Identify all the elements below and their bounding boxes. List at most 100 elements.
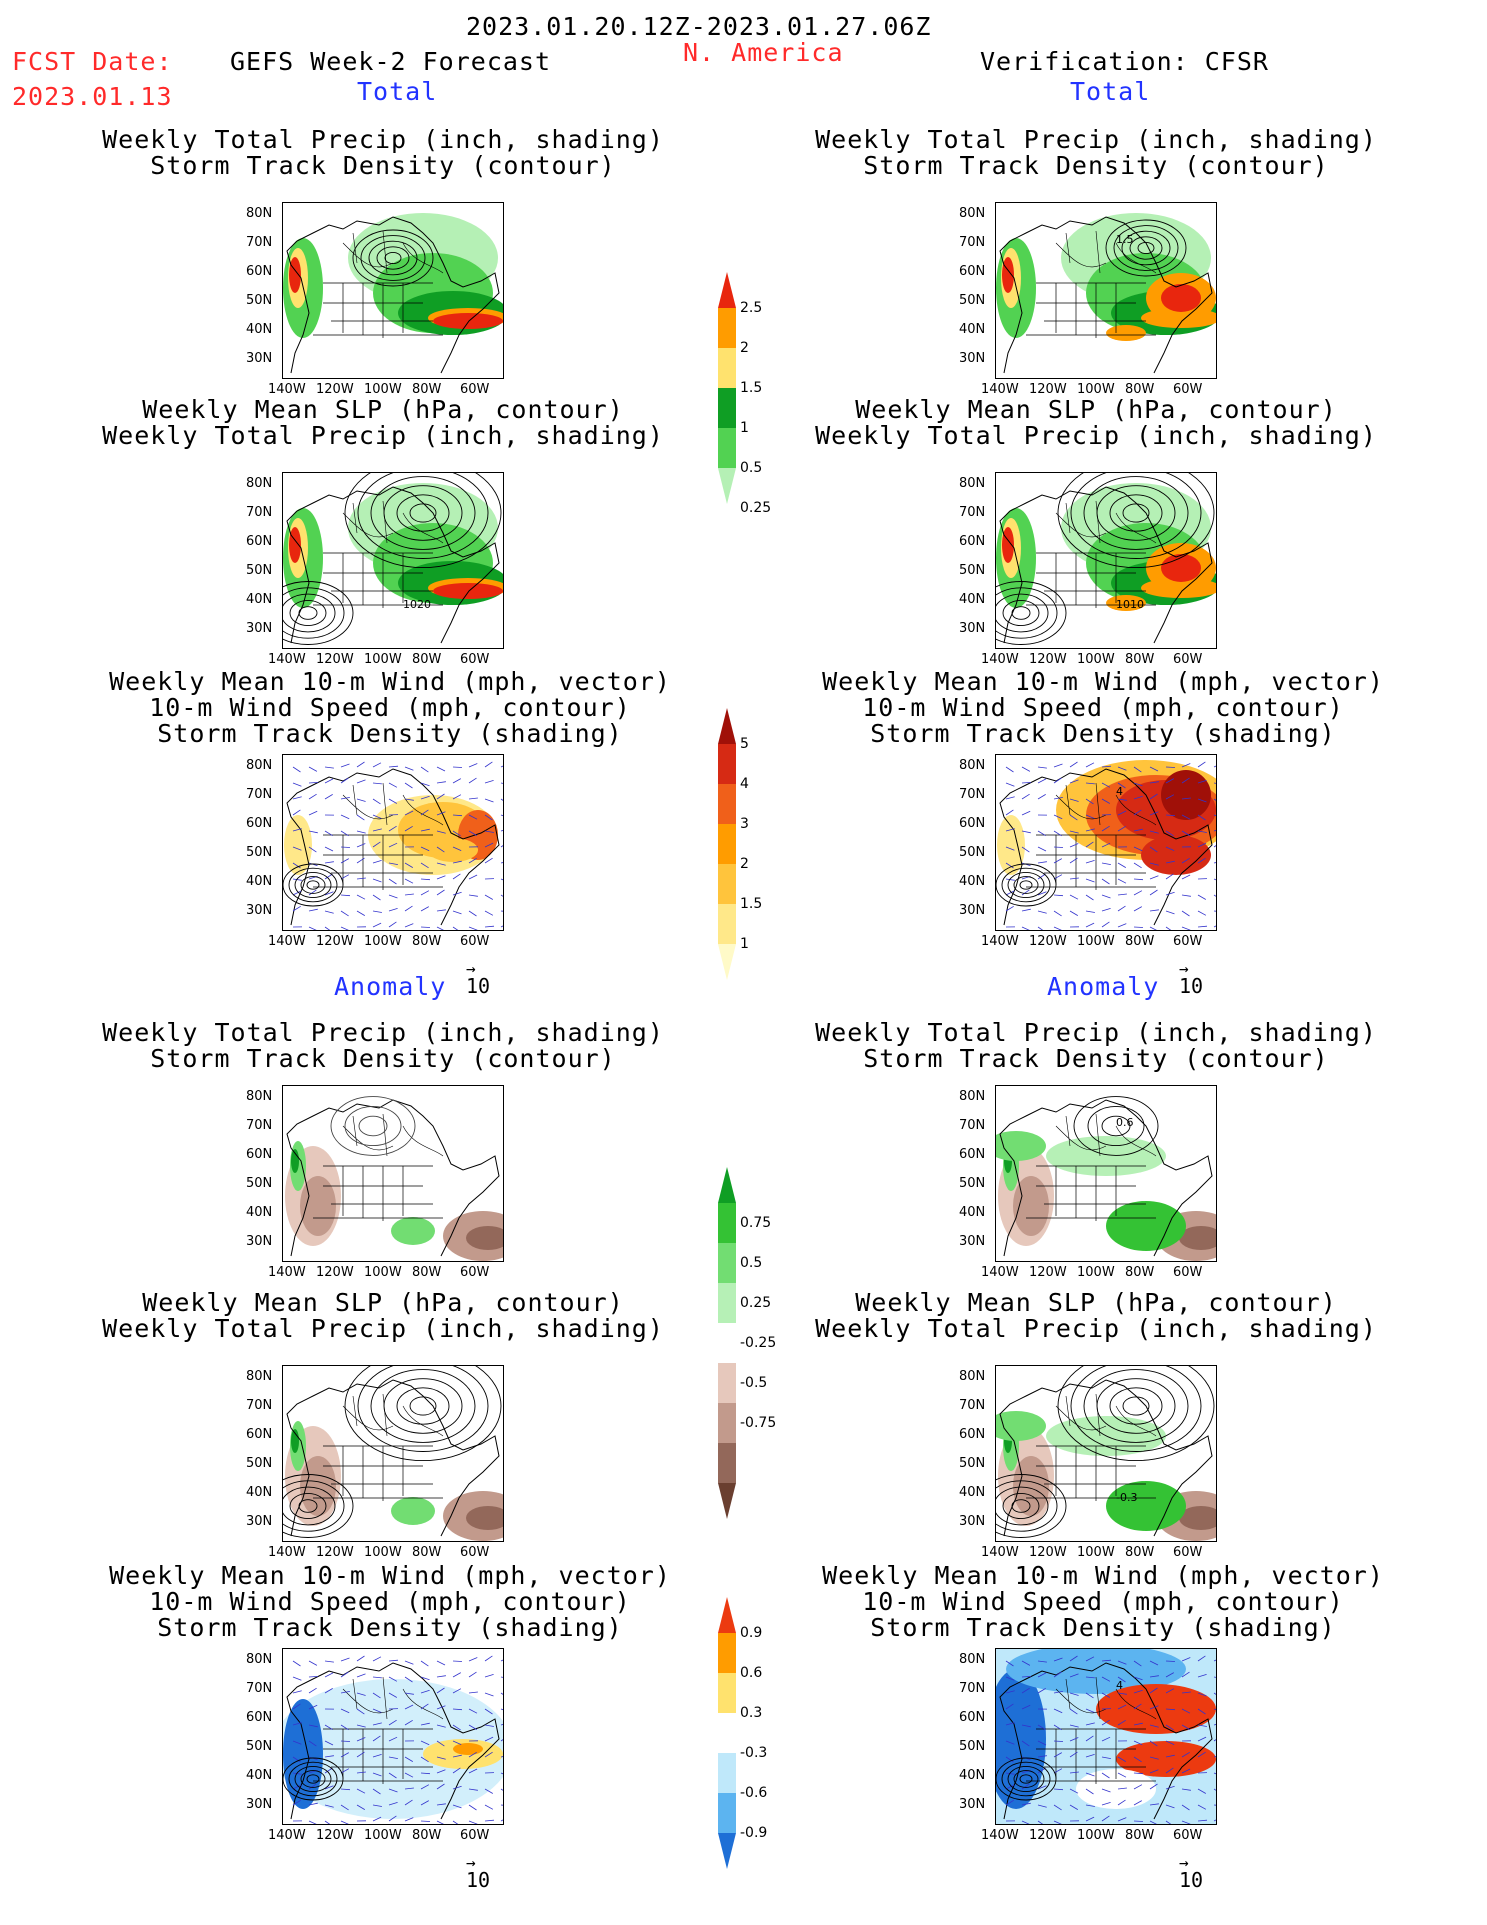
colorbar-anom-storm-segment (718, 1753, 736, 1793)
fc-total-slp-lat-tick: 80N (246, 476, 273, 491)
obs-anom-precip-lat-tick: 40N (959, 1205, 986, 1220)
fc-total-slp-title-line: Weekly Total Precip (inch, shading) (102, 421, 664, 450)
obs-total-precip-title: Weekly Total Precip (inch, shading) Storm… (815, 127, 1377, 179)
colorbar-anom-storm-bottom-cap (718, 1833, 736, 1869)
fc-anom-wind-title-line: Weekly Mean 10-m Wind (mph, vector) (109, 1561, 671, 1590)
obs-anom-wind-lon-tick: 120W (1029, 1828, 1067, 1843)
obs-total-precip-lon-tick: 80W (1125, 382, 1155, 397)
fc-total-precip-lon-tick: 80W (412, 382, 442, 397)
obs-total-precip-title-line: Weekly Total Precip (inch, shading) (815, 125, 1377, 154)
obs-total-wind-lat-tick: 80N (959, 758, 986, 773)
colorbar-total-storm-label: 4 (740, 776, 749, 792)
obs-total-slp-title-line: Weekly Mean SLP (hPa, contour) (855, 395, 1337, 424)
obs-anom-wind-lon-tick: 140W (981, 1828, 1019, 1843)
fc-total-wind-vector-reference-label: 10 (466, 974, 491, 998)
obs-anom-wind-vector-reference-label: 10 (1179, 1868, 1204, 1892)
obs-total-slp-title: Weekly Mean SLP (hPa, contour) Weekly Tot… (815, 397, 1377, 449)
svg-text:4: 4 (1116, 1679, 1123, 1692)
fc-anom-slp-lat-tick: 40N (246, 1485, 273, 1500)
fc-anom-wind-vector-reference: → 10 (466, 1853, 491, 1893)
fc-anom-wind-lon-tick: 80W (412, 1828, 442, 1843)
fc-anom-wind-lat-tick: 30N (246, 1797, 273, 1812)
colorbar-total-storm-segment (718, 824, 736, 864)
colorbar-total-storm-segment (718, 744, 736, 784)
obs-total-slp-lat-tick: 70N (959, 505, 986, 520)
fc-total-precip-lon-tick: 60W (460, 382, 490, 397)
fc-total-wind-vector-reference: → 10 (466, 959, 491, 999)
obs-total-wind-lat-tick: 60N (959, 816, 986, 831)
colorbar-anom-precip-segment (718, 1283, 736, 1323)
fc-anom-wind-vector-reference-label: 10 (466, 1868, 491, 1892)
colorbar-anom-storm-label: 0.3 (740, 1705, 763, 1721)
fcst-date: 2023.01.13 (12, 82, 173, 111)
obs-anom-precip-lon-tick: 80W (1125, 1265, 1155, 1280)
obs-total-precip-title-line: Storm Track Density (contour) (863, 151, 1329, 180)
fc-total-wind-lat-tick: 50N (246, 845, 273, 860)
obs-total-precip-lon-tick: 140W (981, 382, 1019, 397)
fc-anom-precip-lat-tick: 80N (246, 1089, 273, 1104)
fc-total-slp-title: Weekly Mean SLP (hPa, contour) Weekly Tot… (102, 397, 664, 449)
fc-anom-slp-lon-tick: 100W (364, 1545, 402, 1560)
obs-anom-precip-lon-tick: 60W (1173, 1265, 1203, 1280)
fc-total-precip-lat-tick: 30N (246, 351, 273, 366)
fc-anom-slp-lat-tick: 50N (246, 1456, 273, 1471)
fc-anom-wind-lat-tick: 40N (246, 1768, 273, 1783)
colorbar-total-storm-label: 1.5 (740, 896, 763, 912)
fc-total-wind-lon-tick: 60W (460, 934, 490, 949)
fc-total-wind-lon-tick: 100W (364, 934, 402, 949)
colorbar-total-precip-label: 1.5 (740, 380, 763, 396)
colorbar-anom-storm-segment (718, 1793, 736, 1833)
fc-total-precip-lat-tick: 70N (246, 235, 273, 250)
colorbar-total-storm (718, 708, 736, 980)
obs-total-precip-lat-tick: 80N (959, 206, 986, 221)
fc-total-slp-lat-tick: 40N (246, 592, 273, 607)
fc-anom-precip-title-line: Storm Track Density (contour) (150, 1044, 616, 1073)
fc-total-wind-lat-tick: 70N (246, 787, 273, 802)
obs-anom-wind-lat-tick: 70N (959, 1681, 986, 1696)
obs-anom-slp-lon-tick: 60W (1173, 1545, 1203, 1560)
fc-anom-wind-lon-tick: 140W (268, 1828, 306, 1843)
colorbar-anom-precip-segment (718, 1403, 736, 1443)
obs-total-wind-title-line: Weekly Mean 10-m Wind (mph, vector) (822, 667, 1384, 696)
fc-total-slp-lat-tick: 60N (246, 534, 273, 549)
fcst-label: FCST Date: (12, 47, 173, 76)
fc-total-wind-lon-tick: 80W (412, 934, 442, 949)
obs-total-precip-lat-tick: 50N (959, 293, 986, 308)
fc-total-wind-lon-tick: 120W (316, 934, 354, 949)
fc-anom-slp-lat-tick: 30N (246, 1514, 273, 1529)
obs-total-slp-lon-tick: 100W (1077, 652, 1115, 667)
svg-text:1010: 1010 (1116, 598, 1144, 611)
fc-anom-wind-title-line: 10-m Wind Speed (mph, contour) (149, 1587, 631, 1616)
colorbar-anom-storm-label: -0.9 (740, 1825, 768, 1841)
obs-anom-wind-title-line: 10-m Wind Speed (mph, contour) (862, 1587, 1344, 1616)
obs-anom-slp-lat-tick: 60N (959, 1427, 986, 1442)
obs-anom-slp-map: -0.3 (995, 1365, 1217, 1542)
fc-total-wind-title-line: Weekly Mean 10-m Wind (mph, vector) (109, 667, 671, 696)
fc-anom-wind-map (282, 1648, 504, 1825)
fc-anom-wind-lon-tick: 100W (364, 1828, 402, 1843)
obs-anom-precip-lat-tick: 70N (959, 1118, 986, 1133)
obs-anom-precip-title-line: Weekly Total Precip (inch, shading) (815, 1018, 1377, 1047)
obs-total-slp-lat-tick: 60N (959, 534, 986, 549)
fc-anom-wind-lat-tick: 80N (246, 1652, 273, 1667)
fc-total-slp-lat-tick: 30N (246, 621, 273, 636)
fc-anom-precip-lat-tick: 70N (246, 1118, 273, 1133)
fc-total-precip-lat-tick: 60N (246, 264, 273, 279)
obs-anom-slp-lat-tick: 70N (959, 1398, 986, 1413)
fc-total-slp-lon-tick: 60W (460, 652, 490, 667)
obs-total-wind-map: 4 (995, 754, 1217, 931)
colorbar-anom-storm-segment (718, 1713, 736, 1753)
fc-total-slp-lon-tick: 80W (412, 652, 442, 667)
obs-anom-wind-lon-tick: 80W (1125, 1828, 1155, 1843)
colorbar-total-precip-segment (718, 388, 736, 428)
colorbar-anom-precip-segment (718, 1363, 736, 1403)
colorbar-anom-storm-segment (718, 1633, 736, 1673)
obs-total-wind-title-line: Storm Track Density (shading) (870, 719, 1336, 748)
obs-anom-precip-title-line: Storm Track Density (contour) (863, 1044, 1329, 1073)
fc-anom-precip-lon-tick: 100W (364, 1265, 402, 1280)
colorbar-anom-precip-bottom-cap (718, 1483, 736, 1519)
colorbar-anom-precip-top-cap (718, 1167, 736, 1203)
obs-total-slp-lon-tick: 80W (1125, 652, 1155, 667)
date-range: 2023.01.20.12Z-2023.01.27.06Z (466, 12, 932, 41)
fc-anom-slp-lon-tick: 80W (412, 1545, 442, 1560)
